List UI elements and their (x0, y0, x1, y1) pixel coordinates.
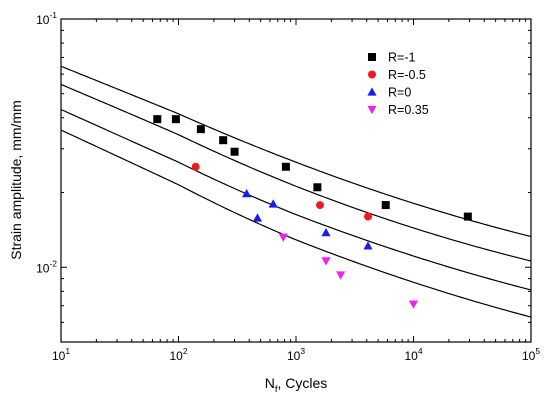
legend: R=-1 R=-0.5 R=0 R=0.35 (367, 51, 429, 117)
x-tick-label-base: 10 (522, 349, 536, 363)
legend-marker-circle (368, 70, 376, 79)
legend-marker-triangle-up (367, 87, 377, 96)
x-axis-title-rest: , Cycles (277, 375, 327, 391)
x-tick-label-exponent: 3 (300, 346, 305, 356)
x-tick-label-exponent: 1 (65, 346, 70, 356)
x-tick-label: 102 (169, 346, 187, 363)
data-point-square (219, 136, 228, 145)
y-tick-label-exponent: -1 (49, 10, 57, 20)
y-tick-label-exponent: -2 (49, 258, 57, 268)
legend-marker-square (368, 53, 376, 61)
fit-curve-line (61, 83, 531, 262)
x-tick-label: 101 (52, 346, 70, 363)
data-point-circle (191, 162, 200, 171)
x-tick-label-base: 10 (169, 349, 183, 363)
data-point-square (281, 162, 290, 171)
data-point-square (171, 115, 180, 124)
data-point-triangle-up (268, 199, 278, 208)
data-point-triangle-up (363, 241, 373, 250)
legend-label: R=-0.5 (388, 68, 426, 82)
fit-curve-line (61, 129, 531, 318)
y-tick-label: 10-2 (36, 258, 57, 275)
x-tick-label-base: 10 (287, 349, 301, 363)
x-axis-title: Nf, Cycles (265, 375, 328, 395)
x-axis-title-base: N (265, 375, 275, 391)
data-point-triangle-up (242, 189, 252, 198)
data-point-square (313, 183, 322, 192)
y-tick-label: 10-1 (36, 10, 57, 27)
data-point-circle (315, 201, 324, 210)
data-point-circle (364, 212, 373, 221)
legend-label: R=-1 (388, 51, 415, 65)
fit-curve-line (61, 65, 531, 238)
y-tick-label-base: 10 (36, 13, 50, 27)
legend-marker-triangle-down (367, 105, 377, 115)
x-tick-label-exponent: 5 (535, 346, 540, 356)
y-axis-title: Strain amplitude, mm/mm (8, 100, 24, 259)
data-point-triangle-down (336, 271, 346, 280)
x-tick-label-exponent: 2 (183, 346, 188, 356)
legend-label: R=0.35 (388, 103, 429, 117)
data-point-triangle-up (321, 227, 331, 237)
data-point-square (153, 115, 162, 124)
x-axis-ticks (60, 19, 532, 342)
y-axis-tick-labels: 10-210-1 (36, 10, 57, 275)
data-point-square (196, 125, 205, 134)
data-point-triangle-down (278, 233, 288, 242)
data-point-triangle-up (252, 213, 263, 222)
data-point-square (230, 147, 239, 156)
legend-label: R=0 (388, 86, 411, 100)
y-tick-label-base: 10 (36, 261, 50, 275)
data-point-triangle-down (321, 257, 331, 266)
data-point-square (381, 201, 390, 210)
x-tick-label-exponent: 4 (418, 346, 423, 356)
data-point-triangle-down (408, 300, 419, 309)
fit-curve-line (61, 108, 531, 291)
x-tick-label: 103 (287, 346, 305, 363)
x-tick-label: 105 (522, 346, 540, 363)
plot-area-frame (60, 18, 532, 343)
x-axis-title-subscript: f (275, 384, 278, 395)
y-axis-ticks (61, 18, 531, 343)
x-axis-tick-labels: 101 102 103 104 105 (52, 346, 540, 363)
x-tick-label-base: 10 (52, 349, 66, 363)
x-tick-label: 104 (404, 346, 422, 363)
data-points (153, 115, 472, 309)
fit-curves (61, 65, 531, 318)
x-tick-label-base: 10 (404, 349, 418, 363)
data-point-square (463, 212, 472, 221)
